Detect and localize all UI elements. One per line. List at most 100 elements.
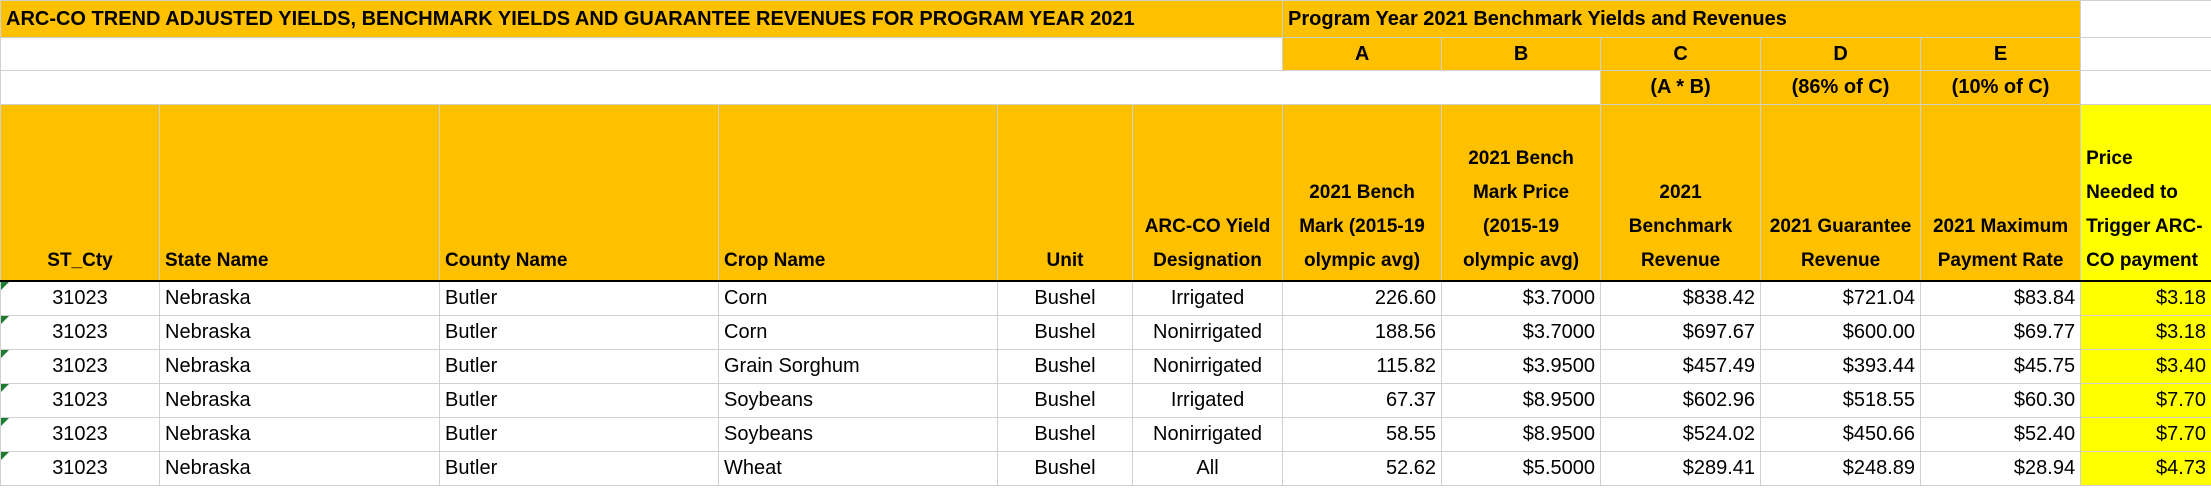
cell: Bushel xyxy=(997,349,1133,384)
column-header: 2021 Benchmark Revenue xyxy=(1600,104,1762,282)
cell: Soybeans xyxy=(718,417,998,452)
cell: 52.62 xyxy=(1282,451,1443,486)
cell: Bushel xyxy=(997,417,1133,452)
cell: $248.89 xyxy=(1760,451,1922,486)
cell: Butler xyxy=(439,417,719,452)
column-header: 2021 Bench Mark (2015-19 olympic avg) xyxy=(1282,104,1443,282)
cell: 188.56 xyxy=(1282,315,1443,350)
data-row: 31023 Nebraska Butler Soybeans Bushel Nonirri… xyxy=(0,417,2211,452)
column-header: Price Needed to Trigger ARC-CO payment xyxy=(2080,104,2211,282)
cell: 31023 xyxy=(0,280,160,316)
data-row: 31023 Nebraska Butler Wheat Bushel All 52.62 $5… xyxy=(0,451,2211,486)
cell: $3.18 xyxy=(2080,315,2211,350)
cell: Bushel xyxy=(997,451,1133,486)
cell: Bushel xyxy=(997,315,1133,350)
cell: $457.49 xyxy=(1600,349,1762,384)
cell: $4.73 xyxy=(2080,451,2211,486)
column-header: Unit xyxy=(997,104,1133,282)
cell: $450.66 xyxy=(1760,417,1922,452)
cell: $697.67 xyxy=(1600,315,1762,350)
column-header: 2021 Maximum Payment Rate xyxy=(1920,104,2082,282)
data-row: 31023 Nebraska Butler Soybeans Bushel Irrigat… xyxy=(0,383,2211,418)
cell: 31023 xyxy=(0,451,160,486)
cell: $7.70 xyxy=(2080,417,2211,452)
cell: $3.7000 xyxy=(1441,315,1602,350)
formula: (86% of C) xyxy=(1760,70,1922,105)
cell: Nebraska xyxy=(159,451,440,486)
column-header: ARC-CO Yield Designation xyxy=(1131,104,1284,282)
cell: $524.02 xyxy=(1600,417,1762,452)
cell: Nebraska xyxy=(159,280,440,316)
cell: $69.77 xyxy=(1920,315,2082,350)
cell: $393.44 xyxy=(1760,349,1922,384)
data-row: 31023 Nebraska Butler Grain Sorghum Bushel No… xyxy=(0,349,2211,384)
cell: $3.9500 xyxy=(1441,349,1602,384)
formula: (A * B) xyxy=(1600,70,1762,105)
data-row: 31023 Nebraska Butler Corn Bushel Irrigated 22… xyxy=(0,280,2211,316)
subtitle: Program Year 2021 Benchmark Yields and R… xyxy=(1282,0,2082,38)
cell xyxy=(0,37,1284,71)
spreadsheet: ARC-CO TREND ADJUSTED YIELDS, BENCHMARK … xyxy=(0,0,2211,486)
cell: $83.84 xyxy=(1920,280,2082,316)
cell: $289.41 xyxy=(1600,451,1762,486)
cell: Nebraska xyxy=(159,315,440,350)
cell: $518.55 xyxy=(1760,383,1922,418)
cell: All xyxy=(1131,451,1284,486)
cell: Irrigated xyxy=(1131,280,1284,316)
title: ARC-CO TREND ADJUSTED YIELDS, BENCHMARK … xyxy=(0,0,1284,38)
cell: 115.82 xyxy=(1282,349,1443,384)
cell: $28.94 xyxy=(1920,451,2082,486)
cell xyxy=(0,70,1602,105)
cell: $3.7000 xyxy=(1441,280,1602,316)
cell: Butler xyxy=(439,280,719,316)
cell: $602.96 xyxy=(1600,383,1762,418)
cell: $8.9500 xyxy=(1441,417,1602,452)
cell: 31023 xyxy=(0,315,160,350)
cell: 31023 xyxy=(0,417,160,452)
column-letter: D xyxy=(1760,37,1922,71)
cell xyxy=(2080,70,2211,105)
cell: Corn xyxy=(718,280,998,316)
cell: 58.55 xyxy=(1282,417,1443,452)
cell: 226.60 xyxy=(1282,280,1443,316)
cell: $721.04 xyxy=(1760,280,1922,316)
cell: $3.18 xyxy=(2080,280,2211,316)
column-letter: C xyxy=(1600,37,1762,71)
cell: Nonirrigated xyxy=(1131,417,1284,452)
cell: Bushel xyxy=(997,383,1133,418)
cell: 31023 xyxy=(0,383,160,418)
cell xyxy=(2080,37,2211,71)
cell: Butler xyxy=(439,315,719,350)
cell: Butler xyxy=(439,451,719,486)
cell: $5.5000 xyxy=(1441,451,1602,486)
cell: Wheat xyxy=(718,451,998,486)
column-header: 2021 Guarantee Revenue xyxy=(1760,104,1922,282)
sheet-body: ARC-CO TREND ADJUSTED YIELDS, BENCHMARK … xyxy=(0,0,2211,486)
column-header: County Name xyxy=(439,104,719,282)
column-header: ST_Cty xyxy=(0,104,160,282)
column-letter: B xyxy=(1441,37,1602,71)
cell: Corn xyxy=(718,315,998,350)
cell: $600.00 xyxy=(1760,315,1922,350)
cell: Bushel xyxy=(997,280,1133,316)
cell: 31023 xyxy=(0,349,160,384)
cell: Nonirrigated xyxy=(1131,349,1284,384)
data-row: 31023 Nebraska Butler Corn Bushel Nonirrigate… xyxy=(0,315,2211,350)
column-header: Crop Name xyxy=(718,104,998,282)
cell: $45.75 xyxy=(1920,349,2082,384)
cell: $3.40 xyxy=(2080,349,2211,384)
cell: Irrigated xyxy=(1131,383,1284,418)
cell: Nebraska xyxy=(159,349,440,384)
column-header: State Name xyxy=(159,104,440,282)
cell: Butler xyxy=(439,349,719,384)
cell: Nebraska xyxy=(159,383,440,418)
column-letter: E xyxy=(1920,37,2082,71)
cell: Nebraska xyxy=(159,417,440,452)
cell: Butler xyxy=(439,383,719,418)
cell xyxy=(2080,0,2211,38)
cell: 67.37 xyxy=(1282,383,1443,418)
cell: $8.9500 xyxy=(1441,383,1602,418)
cell: Soybeans xyxy=(718,383,998,418)
cell: $838.42 xyxy=(1600,280,1762,316)
